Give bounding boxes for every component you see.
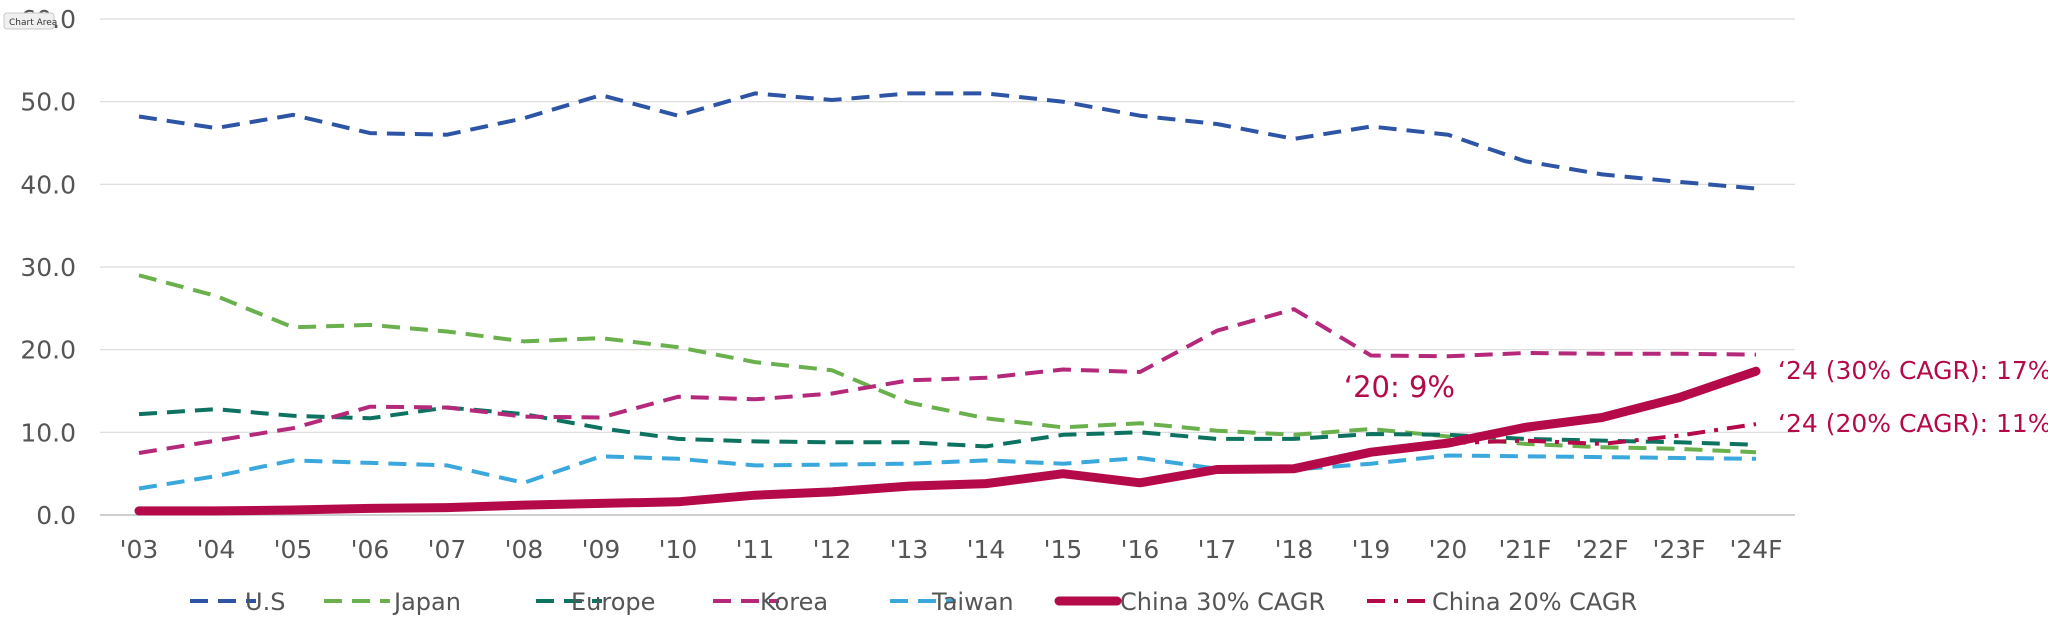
x-tick-label: '16 [1121, 535, 1160, 564]
x-tick-label: '11 [736, 535, 775, 564]
x-tick-label: '24F [1729, 535, 1782, 564]
legend: U.S Japan Europe Korea Taiwan China 30% CAGR C… [190, 588, 1637, 616]
x-tick-label: '06 [351, 535, 390, 564]
x-tick-label: '17 [1198, 535, 1237, 564]
x-tick-label: '10 [659, 535, 698, 564]
chart-area-tooltip-text: Chart Area [9, 18, 57, 28]
y-tick-label: 10.0 [20, 418, 76, 447]
x-axis-ticks: '03 '04 '05 '06 '07 '08 '09 '10 '11 '12 '13 '14 '15 '… [120, 535, 1783, 564]
legend-label-u-s: U.S [245, 588, 285, 616]
y-tick-label: 50.0 [20, 88, 76, 117]
x-tick-label: '05 [274, 535, 313, 564]
legend-label-korea: Korea [760, 588, 828, 616]
x-tick-label: '08 [505, 535, 544, 564]
y-tick-label: 20.0 [20, 336, 76, 365]
series-lines [134, 91, 1761, 516]
x-tick-label: '09 [582, 535, 621, 564]
y-tick-label: 40.0 [20, 170, 76, 199]
annotation-label: ‘24 (20% CAGR): 11% [1778, 409, 2048, 438]
y-tick-label: 30.0 [20, 253, 76, 282]
series-line-taiwan [138, 453, 1757, 491]
series-line-u-s [138, 91, 1757, 191]
x-tick-label: '07 [428, 535, 467, 564]
x-tick-label: '20 [1429, 535, 1468, 564]
x-tick-label: '19 [1352, 535, 1391, 564]
annotation-label: ‘20: 9% [1344, 370, 1455, 404]
series-line-china-30-cagr [134, 366, 1761, 516]
chart-area-tooltip: Chart Area [3, 12, 57, 30]
chart-area-tooltip-box [3, 12, 55, 30]
legend-label-europe: Europe [571, 588, 655, 616]
grid-lines [100, 18, 1795, 516]
annotations: ‘20: 9% ‘24 (30% CAGR): 17% ‘24 (20% CAGR)… [1344, 356, 2048, 438]
legend-label-taiwan: Taiwan [931, 588, 1014, 616]
legend-label-china-30-cagr: China 30% CAGR [1120, 588, 1325, 616]
x-tick-label: '13 [890, 535, 929, 564]
x-tick-label: '21F [1498, 535, 1551, 564]
x-tick-label: '22F [1575, 535, 1628, 564]
legend-label-japan: Japan [392, 588, 461, 616]
x-tick-label: '04 [197, 535, 236, 564]
annotation-label: ‘24 (30% CAGR): 17% [1778, 356, 2048, 385]
x-tick-label: '18 [1275, 535, 1314, 564]
x-tick-label: '23F [1652, 535, 1705, 564]
x-tick-label: '12 [813, 535, 852, 564]
x-tick-label: '15 [1044, 535, 1083, 564]
y-axis-ticks: 0.010.020.030.040.050.060.0 [20, 5, 76, 530]
legend-label-china-20-cagr: China 20% CAGR [1432, 588, 1637, 616]
y-tick-label: 0.0 [36, 501, 76, 530]
series-line-japan [138, 273, 1757, 455]
series-line-korea [138, 307, 1757, 455]
series-line-china-20-cagr [1447, 422, 1757, 446]
x-tick-label: '03 [120, 535, 159, 564]
x-tick-label: '14 [967, 535, 1006, 564]
